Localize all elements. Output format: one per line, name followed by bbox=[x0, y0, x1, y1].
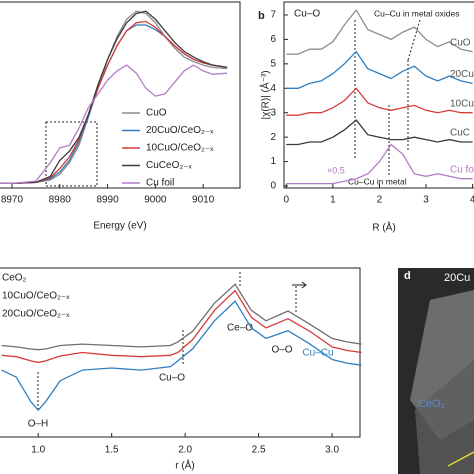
image-title: 20Cu bbox=[444, 272, 470, 284]
legend-label: CuCeO₂₋ₓ bbox=[146, 160, 193, 171]
y-tick-label: 0 bbox=[270, 181, 276, 192]
legend-label: Cu foil bbox=[146, 178, 174, 189]
x-axis-title: R (Å) bbox=[372, 221, 395, 234]
series-label: 20Cu bbox=[450, 69, 474, 80]
annotation: Ce–O bbox=[227, 323, 253, 334]
x-tick-label: 3 bbox=[423, 195, 429, 206]
series-label: CuO bbox=[450, 37, 471, 48]
x-tick-label: 0 bbox=[284, 195, 290, 206]
y-tick-label: 2 bbox=[270, 132, 276, 143]
x-tick-label: 2.0 bbox=[178, 445, 192, 456]
x-tick-label: 8970 bbox=[1, 195, 24, 206]
y-tick-label: 1 bbox=[270, 156, 276, 167]
annotation: Cu–O bbox=[294, 9, 320, 20]
x-tick-label: 1.5 bbox=[105, 445, 119, 456]
marker-line bbox=[407, 19, 421, 61]
series-line bbox=[0, 24, 228, 185]
legend-label: CeO₂ bbox=[2, 273, 27, 284]
annotation: O–O bbox=[271, 345, 292, 356]
series-line bbox=[0, 10, 228, 185]
series-line bbox=[286, 50, 473, 89]
annotation: Cu–O bbox=[159, 373, 185, 384]
series-line bbox=[286, 143, 473, 185]
micrograph-line bbox=[447, 451, 474, 467]
y-tick-label: 3 bbox=[270, 107, 276, 118]
x-tick-label: 2 bbox=[377, 195, 383, 206]
y-tick-label: 4 bbox=[270, 83, 276, 94]
panel-a-frame bbox=[0, 1, 241, 189]
arrow-head bbox=[301, 281, 307, 289]
series-line bbox=[1, 300, 362, 412]
series-line bbox=[0, 20, 228, 185]
legend-label: 10CuO/CeO₂₋ₓ bbox=[146, 143, 214, 154]
series-line bbox=[1, 283, 362, 351]
legend-label: 10CuO/CeO₂₋ₓ bbox=[2, 291, 70, 302]
panel-label: b bbox=[258, 10, 265, 22]
series-line bbox=[286, 119, 473, 146]
x-tick-label: 3.0 bbox=[325, 445, 339, 456]
panel-b-frame bbox=[283, 1, 474, 189]
x-axis-title: Energy (eV) bbox=[93, 221, 146, 232]
series-label: CuC bbox=[450, 128, 470, 139]
x-tick-label: 4 bbox=[470, 195, 474, 206]
zoom-box bbox=[45, 121, 98, 187]
series-line bbox=[0, 64, 228, 185]
x-axis-title: r (Å) bbox=[175, 459, 194, 472]
y-axis-title: |χ(R)| (Å⁻³) bbox=[259, 70, 272, 119]
x-tick-label: 1 bbox=[330, 195, 336, 206]
series-label: Cu fo bbox=[450, 164, 474, 175]
micrograph-crystal bbox=[415, 360, 474, 474]
y-tick-label: 5 bbox=[270, 58, 276, 69]
x-tick-label: 9010 bbox=[192, 195, 215, 206]
annotation: O–H bbox=[28, 419, 49, 430]
annotation: Cu–Cu bbox=[302, 348, 333, 359]
series-line bbox=[286, 8, 473, 55]
x-tick-label: 2.5 bbox=[252, 445, 266, 456]
series-label: 10Cu bbox=[450, 98, 474, 109]
x-tick-label: 1.0 bbox=[31, 445, 45, 456]
legend-label: 20CuO/CeO₂₋ₓ bbox=[2, 309, 70, 320]
x-tick-label: 9000 bbox=[144, 195, 167, 206]
legend-label: CuO bbox=[146, 108, 167, 119]
series-line bbox=[1, 289, 362, 364]
panel-label: d bbox=[404, 270, 411, 282]
annotation: Cu–Cu in metal bbox=[348, 176, 407, 186]
x-tick-label: 8980 bbox=[49, 195, 72, 206]
y-tick-label: 7 bbox=[270, 10, 276, 21]
series-line bbox=[286, 87, 473, 116]
legend-label: 20CuO/CeO₂₋ₓ bbox=[146, 125, 214, 136]
y-tick-label: 6 bbox=[270, 34, 276, 45]
x-tick-label: 8990 bbox=[96, 195, 119, 206]
annotation: Cu–Cu in metal oxides bbox=[374, 8, 460, 18]
series-line bbox=[0, 10, 228, 185]
annotation: ×0.5 bbox=[327, 165, 345, 175]
image-annotation: CeO₂ bbox=[418, 398, 445, 410]
